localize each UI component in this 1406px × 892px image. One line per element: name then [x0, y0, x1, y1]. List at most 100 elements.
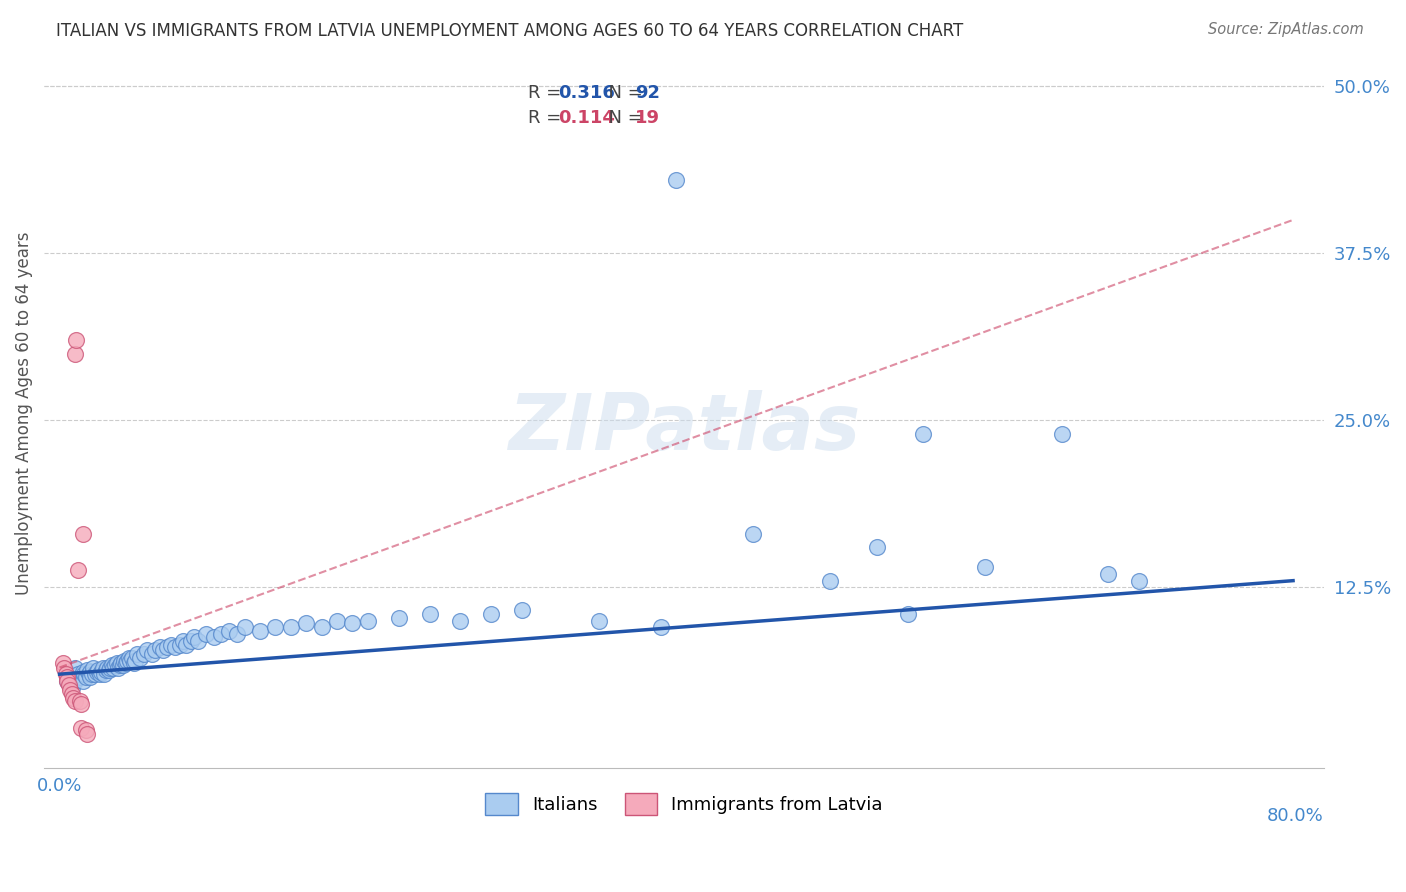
Point [60, 681, 83, 695]
Point [134, 647, 156, 661]
Text: Source: ZipAtlas.com: Source: ZipAtlas.com [1208, 22, 1364, 37]
Point [56, 673, 79, 688]
Point [180, 633, 202, 648]
Point [866, 541, 889, 555]
Point [128, 651, 150, 665]
Point [67, 667, 90, 681]
Point [110, 657, 132, 671]
Point [665, 173, 688, 187]
Point [195, 627, 218, 641]
Point [174, 638, 197, 652]
Text: 92: 92 [636, 84, 661, 102]
Point [80, 667, 103, 681]
Point [117, 654, 139, 668]
Point [1097, 566, 1119, 581]
Point [84, 667, 107, 681]
Point [96, 660, 118, 674]
Point [75, 723, 97, 738]
Point [124, 654, 146, 668]
Point [76, 663, 98, 677]
Point [742, 527, 765, 541]
Legend: Italians, Immigrants from Latvia: Italians, Immigrants from Latvia [478, 786, 890, 822]
Point [53, 660, 76, 674]
Point [63, 346, 86, 360]
Point [63, 673, 86, 688]
Point [159, 638, 181, 652]
Point [70, 697, 93, 711]
Point [104, 657, 127, 672]
Point [218, 624, 240, 639]
Y-axis label: Unemployment Among Ages 60 to 64 years: Unemployment Among Ages 60 to 64 years [15, 232, 32, 595]
Point [169, 638, 191, 652]
Point [105, 657, 128, 671]
Point [122, 657, 145, 671]
Text: 19: 19 [636, 109, 661, 128]
Point [152, 643, 174, 657]
Point [86, 665, 108, 679]
Point [79, 670, 101, 684]
Text: 80.0%: 80.0% [1267, 806, 1324, 824]
Point [112, 654, 135, 668]
Point [93, 667, 115, 681]
Point [911, 426, 934, 441]
Point [143, 643, 166, 657]
Text: R =: R = [527, 109, 567, 128]
Point [72, 673, 94, 688]
Point [77, 667, 100, 681]
Point [120, 654, 142, 668]
Point [70, 721, 93, 735]
Point [973, 560, 995, 574]
Point [72, 527, 94, 541]
Point [87, 663, 110, 677]
Point [62, 691, 84, 706]
Point [156, 640, 179, 655]
Point [342, 616, 364, 631]
Point [820, 574, 842, 588]
Point [118, 651, 141, 665]
Point [357, 614, 380, 628]
Point [107, 660, 129, 674]
Text: N =: N = [598, 109, 648, 128]
Text: 0.316: 0.316 [558, 84, 616, 102]
Point [67, 563, 90, 577]
Point [91, 660, 114, 674]
Point [233, 620, 256, 634]
Point [63, 660, 86, 674]
Point [72, 665, 94, 679]
Point [59, 667, 82, 681]
Point [125, 647, 148, 661]
Point [90, 665, 112, 679]
Point [183, 630, 205, 644]
Text: ZIPatlas: ZIPatlas [508, 390, 860, 466]
Point [101, 657, 124, 672]
Point [1050, 426, 1073, 441]
Point [58, 678, 80, 692]
Text: N =: N = [598, 84, 648, 102]
Point [108, 657, 131, 672]
Point [103, 660, 125, 674]
Point [56, 670, 79, 684]
Point [55, 667, 77, 681]
Point [59, 683, 82, 698]
Point [295, 616, 318, 631]
Point [311, 620, 333, 634]
Point [97, 663, 120, 677]
Point [1128, 574, 1150, 588]
Point [100, 660, 122, 674]
Point [56, 673, 79, 688]
Point [69, 694, 91, 708]
Point [209, 627, 232, 641]
Point [94, 663, 117, 677]
Text: R =: R = [527, 84, 567, 102]
Point [172, 633, 194, 648]
Point [588, 614, 610, 628]
Point [60, 687, 83, 701]
Point [141, 647, 163, 661]
Point [114, 657, 136, 671]
Point [76, 727, 98, 741]
Point [449, 614, 471, 628]
Point [419, 607, 441, 621]
Point [187, 633, 209, 648]
Point [510, 603, 533, 617]
Point [65, 333, 87, 347]
